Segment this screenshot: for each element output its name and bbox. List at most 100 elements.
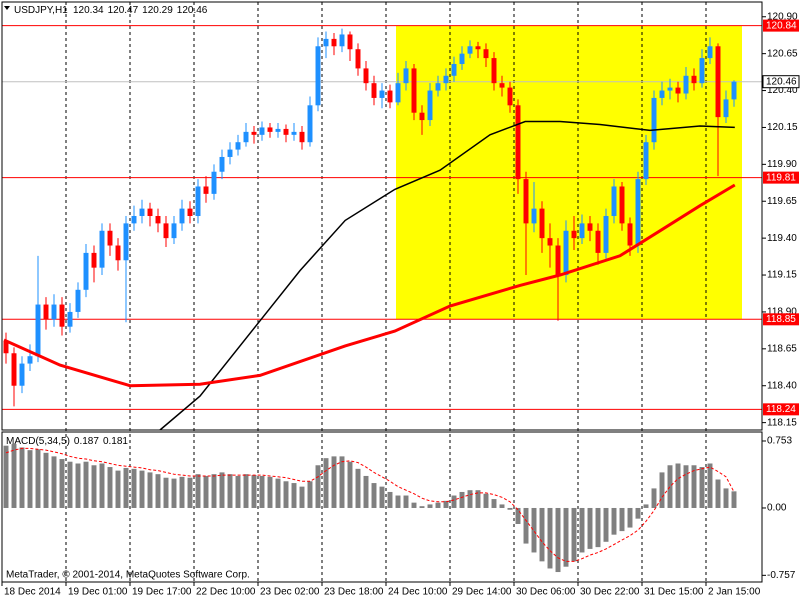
macd-bar — [83, 461, 89, 508]
macd-bar — [27, 450, 33, 508]
x-tick-label: 19 Dec 01:00 — [68, 587, 128, 598]
candle-body — [619, 186, 625, 224]
macd-bar — [419, 506, 425, 508]
macd-bar — [131, 468, 137, 508]
candle-body — [379, 90, 385, 98]
candle-body — [715, 46, 721, 118]
macd-bar — [3, 445, 9, 508]
macd-bar — [195, 474, 201, 508]
candle-body — [491, 58, 497, 84]
candle-body — [587, 223, 593, 231]
macd-bar — [707, 463, 713, 508]
signal-line — [5, 447, 735, 562]
macd-bar — [323, 458, 329, 508]
x-tick-label: 31 Dec 15:00 — [644, 587, 704, 598]
level-label-box — [763, 313, 799, 326]
candle-body — [59, 304, 65, 327]
macd-bar — [155, 474, 161, 508]
chart-header: USDJPY,H1 120.34 120.47 120.29 120.46 — [14, 5, 208, 16]
level-label: 118.24 — [766, 404, 796, 415]
level-label-box — [763, 19, 799, 32]
candle-body — [275, 128, 281, 132]
x-tick-label: 19 Dec 17:00 — [132, 587, 192, 598]
candle-body — [331, 38, 337, 47]
candle-body — [123, 223, 129, 261]
macd-bar — [659, 472, 665, 508]
candle-body — [459, 53, 465, 64]
candle-body — [187, 208, 193, 216]
macd-bar — [683, 465, 689, 508]
macd-bar — [619, 507, 625, 532]
level-label: 118.85 — [766, 314, 796, 325]
moving-average — [159, 120, 735, 431]
y-tick-label: -0.757 — [767, 570, 796, 581]
y-tick-label: 120.15 — [767, 122, 798, 133]
y-tick-label: 120.40 — [767, 85, 798, 96]
macd-bar — [611, 507, 617, 535]
macd-bar — [667, 465, 673, 508]
macd-bar — [283, 481, 289, 508]
candle-body — [355, 49, 361, 69]
candle-body — [435, 83, 441, 91]
candle-body — [579, 223, 585, 239]
macd-bar — [203, 475, 209, 508]
y-tick-label: 119.40 — [767, 233, 797, 244]
macd-bar — [75, 463, 81, 508]
y-tick-label: 119.90 — [767, 159, 797, 170]
x-tick-label: 24 Dec 10:00 — [388, 587, 448, 598]
candle-body — [323, 38, 329, 47]
candle-body — [283, 128, 289, 135]
candle-body — [547, 238, 553, 246]
candle-body — [115, 245, 121, 261]
macd-title: MACD(5,34,5) — [6, 436, 70, 447]
price-label-box — [762, 75, 800, 89]
macd-bar — [275, 478, 281, 508]
candle-body — [43, 304, 49, 320]
candle-body — [659, 90, 665, 98]
candle-body — [83, 252, 89, 290]
candle-body — [403, 68, 409, 84]
macd-bar — [139, 470, 145, 508]
macd-bar — [219, 472, 225, 508]
macd-bar — [267, 476, 273, 508]
macd-bar — [259, 475, 265, 508]
candle-body — [691, 75, 697, 84]
candle-body — [267, 127, 273, 132]
macd-bar — [331, 456, 337, 508]
candle-body — [235, 142, 241, 150]
macd-bar — [515, 507, 521, 524]
macd-bar — [595, 507, 601, 548]
x-tick-label: 23 Dec 02:00 — [260, 587, 320, 598]
candle-body — [211, 171, 217, 194]
candle-body — [27, 356, 33, 364]
macd-bar — [523, 507, 529, 544]
candle-body — [483, 49, 489, 59]
candle-body — [155, 216, 161, 224]
candle-body — [179, 208, 185, 224]
candle-body — [515, 105, 521, 180]
macd-bar — [339, 456, 345, 508]
macd-bar — [699, 467, 705, 508]
candle-body — [11, 353, 17, 386]
pane-frame — [1, 431, 763, 583]
candle-body — [531, 208, 537, 224]
x-tick-label: 22 Dec 10:00 — [196, 587, 256, 598]
candle-body — [387, 90, 393, 103]
x-tick-label: 30 Dec 22:00 — [580, 587, 640, 598]
macd-bar — [299, 486, 305, 508]
candle-body — [723, 99, 729, 118]
symbol-title: USDJPY,H1 — [14, 5, 68, 16]
macd-bar — [547, 507, 553, 569]
macd-bar — [67, 461, 73, 508]
macd-bar — [459, 491, 465, 508]
macd-bar — [387, 491, 393, 508]
candle-body — [635, 179, 641, 246]
macd-bar — [107, 467, 113, 508]
y-tick-label: 119.65 — [767, 196, 797, 207]
candle-body — [3, 341, 9, 354]
x-tick-label: 2 Jan 15:00 — [708, 587, 761, 598]
macd-bar — [243, 474, 249, 508]
candle-body — [507, 87, 513, 106]
menu-triangle[interactable] — [4, 6, 10, 10]
